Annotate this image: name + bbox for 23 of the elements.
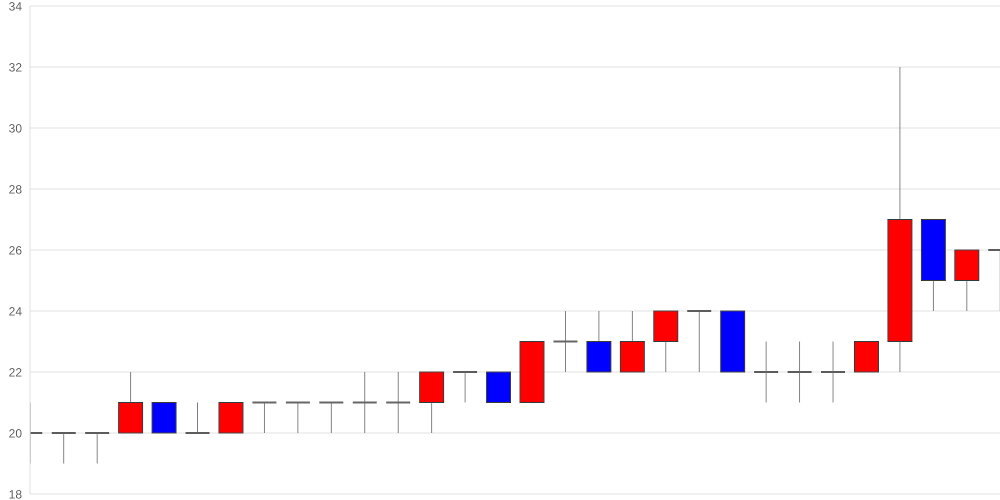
candlestick <box>184 402 211 434</box>
y-tick-label: 26 <box>8 243 22 258</box>
y-tick-label: 28 <box>8 182 22 196</box>
candlestick <box>352 372 378 434</box>
y-tick-label: 20 <box>8 426 22 440</box>
candlestick <box>686 310 712 372</box>
y-tick-label: 30 <box>8 121 22 136</box>
candlestick <box>820 341 846 403</box>
y-tick-label: 22 <box>8 365 22 380</box>
y-tick-label: 34 <box>8 0 22 14</box>
candlestick <box>318 402 344 434</box>
y-tick-label: 24 <box>8 304 22 318</box>
candlestick <box>50 432 77 464</box>
y-tick-label: 32 <box>8 60 22 74</box>
candlestick <box>385 372 412 434</box>
candlestick <box>284 402 311 434</box>
candlestick <box>84 432 110 464</box>
candlestick <box>552 310 578 372</box>
candlestick <box>753 341 780 403</box>
candlestick <box>786 341 813 403</box>
y-tick-label: 18 <box>8 487 22 500</box>
candlestick <box>452 371 478 403</box>
candlestick <box>251 402 278 434</box>
